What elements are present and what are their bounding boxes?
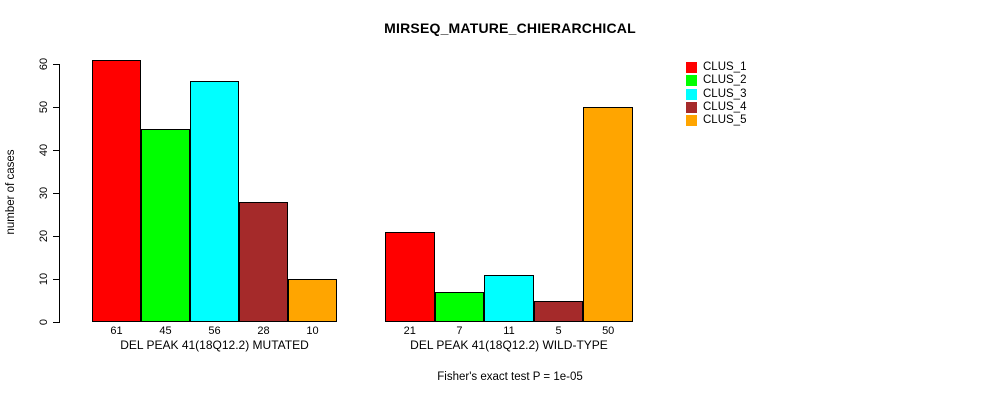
bar-value-label: 45: [159, 325, 172, 337]
bar-clus_4-group2: [533, 300, 584, 322]
bar-clus_5-group1: [288, 279, 337, 322]
y-tick-label: 20: [38, 229, 50, 243]
group-label: DEL PEAK 41(18Q12.2) MUTATED: [120, 338, 309, 352]
y-axis-label: number of cases: [5, 149, 17, 235]
legend-label-clus_5: CLUS_5: [703, 114, 747, 127]
bar-value-label: 61: [110, 325, 123, 337]
group-label: DEL PEAK 41(18Q12.2) WILD-TYPE: [410, 338, 608, 352]
legend-swatch-clus_4: [686, 101, 697, 113]
legend-swatch-clus_2: [686, 75, 697, 87]
y-tick-label: 50: [38, 100, 50, 114]
y-axis-tick: [53, 322, 59, 323]
y-axis-line: [59, 64, 60, 323]
bar-value-label: 11: [503, 325, 515, 337]
bar-value-label: 7: [456, 325, 463, 337]
y-axis-tick: [53, 193, 59, 194]
legend-label-clus_3: CLUS_3: [703, 87, 747, 100]
bar-clus_4-group1: [239, 201, 288, 322]
legend-swatch-clus_3: [686, 88, 697, 100]
y-tick-label: 10: [38, 272, 50, 286]
y-tick-label: 40: [38, 143, 50, 157]
y-tick-label: 30: [38, 186, 50, 200]
fisher-test-annotation: Fisher's exact test P = 1e-05: [437, 371, 583, 383]
y-axis-tick: [53, 64, 59, 65]
y-axis-tick: [53, 236, 59, 237]
bar-clus_1-group1: [92, 59, 141, 322]
y-axis-tick: [53, 150, 59, 151]
bar-value-label: 28: [257, 325, 270, 337]
y-axis-tick: [53, 107, 59, 108]
legend-swatch-clus_5: [686, 115, 697, 127]
bar-clus_1-group2: [385, 231, 435, 322]
y-tick-label: 0: [38, 318, 50, 326]
bar-value-label: 5: [555, 325, 562, 337]
legend-label-clus_1: CLUS_1: [703, 61, 747, 73]
bar-clus_2-group1: [141, 128, 190, 322]
legend-label-clus_4: CLUS_4: [703, 100, 747, 113]
bar-clus_3-group1: [190, 81, 239, 322]
legend-swatch-clus_1: [686, 62, 697, 73]
bar-value-label: 50: [602, 325, 615, 337]
bar-clus_2-group2: [434, 291, 485, 322]
bar-clus_5-group2: [583, 107, 633, 322]
bar-value-label: 10: [306, 325, 319, 337]
bar-clus_3-group2: [484, 274, 534, 322]
bar-value-label: 56: [208, 325, 221, 337]
legend-label-clus_2: CLUS_2: [703, 74, 747, 87]
bar-value-label: 21: [403, 325, 416, 337]
y-tick-label: 60: [38, 57, 50, 71]
y-axis-tick: [53, 279, 59, 280]
chart-title: MIRSEQ_MATURE_CHIERARCHICAL: [384, 20, 636, 36]
